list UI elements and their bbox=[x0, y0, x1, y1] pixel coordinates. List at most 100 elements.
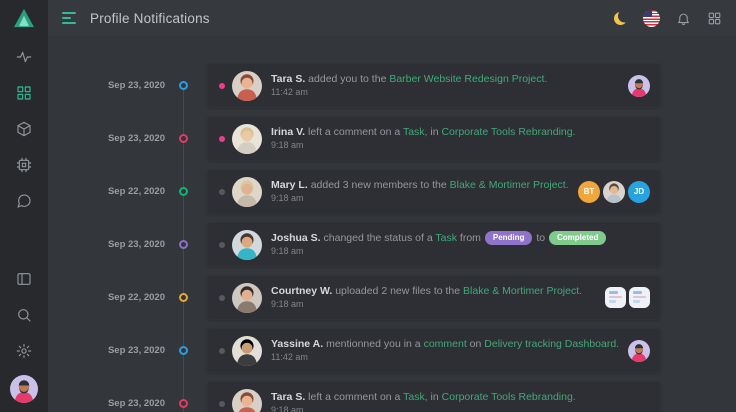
user-avatar[interactable] bbox=[232, 335, 262, 366]
unread-dot bbox=[219, 241, 225, 248]
message-link[interactable]: Task, bbox=[403, 390, 428, 403]
timeline-date: Sep 22, 2020 bbox=[107, 186, 165, 197]
user-name[interactable]: Yassine A. bbox=[271, 337, 324, 350]
message-text: in bbox=[427, 125, 442, 138]
file-thumbnail[interactable] bbox=[629, 287, 650, 308]
notification-card[interactable]: Courtney W. uploaded 2 new files to the … bbox=[207, 275, 661, 320]
user-avatar[interactable] bbox=[232, 70, 262, 101]
notifications-button[interactable] bbox=[676, 11, 691, 26]
timestamp: 11:42 am bbox=[271, 351, 308, 362]
header-actions bbox=[614, 9, 722, 27]
user-avatar[interactable] bbox=[232, 229, 262, 260]
message-link[interactable]: Corporate Tools Rebranding. bbox=[441, 390, 576, 403]
notification-row: Sep 23, 2020 Tara S. added you to the Ba… bbox=[48, 59, 736, 112]
sidebar-item-search[interactable] bbox=[6, 297, 42, 333]
apps-menu-button[interactable] bbox=[707, 11, 722, 26]
unread-dot bbox=[219, 400, 225, 407]
sidebar-item-system[interactable] bbox=[6, 147, 42, 183]
message-link[interactable]: Delivery tracking Dashboard. bbox=[484, 337, 620, 350]
timeline-date: Sep 23, 2020 bbox=[107, 398, 165, 409]
message-text: mentionned you in a bbox=[326, 337, 424, 350]
box-icon bbox=[17, 121, 31, 137]
sidebar-item-packages[interactable] bbox=[6, 111, 42, 147]
member-avatar-illustration[interactable] bbox=[628, 74, 650, 97]
message-link[interactable]: Blake & Mortimer Project. bbox=[463, 284, 583, 297]
notification-row: Sep 23, 2020 Yassine A. mentionned you i… bbox=[48, 324, 736, 377]
notification-message: Joshua S. changed the status of a Task f… bbox=[271, 231, 607, 246]
language-selector[interactable] bbox=[643, 9, 660, 27]
apps-grid-icon bbox=[708, 12, 721, 24]
top-header: Profile Notifications bbox=[48, 0, 736, 36]
notification-message: Irina V. left a comment on a Task, in Co… bbox=[271, 126, 576, 139]
user-name[interactable]: Tara S. bbox=[271, 390, 306, 403]
notification-message: Tara S. added you to the Barber Website … bbox=[271, 73, 547, 86]
timeline-marker bbox=[178, 399, 188, 408]
user-avatar[interactable] bbox=[232, 176, 262, 207]
user-name[interactable]: Tara S. bbox=[271, 72, 306, 85]
user-avatar[interactable] bbox=[232, 282, 262, 313]
notifications-main: Sep 23, 2020 Tara S. added you to the Ba… bbox=[48, 36, 736, 412]
notification-row: Sep 23, 2020 Tara S. left a comment on a… bbox=[48, 377, 736, 412]
unread-dot bbox=[219, 135, 225, 142]
member-avatar-initials[interactable]: BT bbox=[578, 180, 600, 203]
notification-row: Sep 22, 2020 Courtney W. uploaded 2 new … bbox=[48, 271, 736, 324]
notification-message: Tara S. left a comment on a Task, in Cor… bbox=[271, 391, 576, 404]
sidebar-item-settings[interactable] bbox=[6, 333, 42, 369]
notification-card[interactable]: Yassine A. mentionned you in a comment o… bbox=[207, 328, 661, 373]
user-name[interactable]: Mary L. bbox=[271, 178, 308, 191]
timestamp: 9:18 am bbox=[271, 192, 304, 203]
sidebar bbox=[0, 0, 48, 412]
message-link[interactable]: Corporate Tools Rebranding. bbox=[441, 125, 576, 138]
timeline-marker bbox=[178, 134, 188, 143]
sidebar-item-messages[interactable] bbox=[6, 183, 42, 219]
timeline-marker bbox=[178, 187, 188, 196]
timestamp: 9:18 am bbox=[271, 246, 304, 257]
timeline-marker bbox=[178, 293, 188, 302]
sidebar-item-layout[interactable] bbox=[6, 261, 42, 297]
notification-message: Yassine A. mentionned you in a comment o… bbox=[271, 338, 619, 351]
user-avatar[interactable] bbox=[232, 123, 262, 154]
page-title: Profile Notifications bbox=[90, 10, 210, 26]
message-link[interactable]: comment bbox=[423, 337, 467, 350]
user-name[interactable]: Courtney W. bbox=[271, 284, 333, 297]
layout-icon bbox=[17, 273, 31, 285]
message-link[interactable]: Blake & Mortimer Project. bbox=[449, 178, 569, 191]
timeline-date: Sep 23, 2020 bbox=[107, 345, 165, 356]
user-name[interactable]: Joshua S. bbox=[271, 232, 321, 245]
member-avatar-initials[interactable]: JD bbox=[628, 180, 650, 203]
user-name[interactable]: Irina V. bbox=[271, 125, 306, 138]
bell-icon bbox=[678, 13, 689, 25]
timeline-marker bbox=[178, 81, 188, 90]
message-link[interactable]: Task bbox=[435, 232, 458, 245]
user-profile-avatar[interactable] bbox=[10, 375, 38, 403]
us-flag-icon bbox=[643, 9, 660, 27]
message-link[interactable]: Barber Website Redesign Project. bbox=[389, 72, 548, 85]
file-thumbnail[interactable] bbox=[605, 287, 626, 308]
member-avatar-photo[interactable] bbox=[603, 180, 625, 203]
notification-card[interactable]: Tara S. added you to the Barber Website … bbox=[207, 63, 661, 108]
member-avatar-illustration[interactable] bbox=[628, 339, 650, 362]
timestamp: 11:42 am bbox=[271, 86, 308, 97]
notification-card[interactable]: Irina V. left a comment on a Task, in Co… bbox=[207, 116, 661, 161]
unread-dot bbox=[219, 347, 225, 354]
message-link[interactable]: Task, bbox=[402, 125, 428, 138]
app-logo[interactable] bbox=[0, 0, 48, 36]
dark-mode-toggle[interactable] bbox=[614, 12, 627, 25]
menu-toggle-icon[interactable] bbox=[62, 12, 78, 24]
sidebar-item-dashboard[interactable] bbox=[6, 75, 42, 111]
notification-card[interactable]: Joshua S. changed the status of a Task f… bbox=[207, 222, 661, 267]
notification-card[interactable]: Mary L. added 3 new members to the Blake… bbox=[207, 169, 661, 214]
activity-icon bbox=[16, 51, 32, 63]
timestamp: 9:18 am bbox=[271, 298, 304, 309]
card-right bbox=[605, 287, 650, 308]
card-right bbox=[628, 74, 650, 97]
timeline-line bbox=[182, 87, 184, 412]
user-avatar[interactable] bbox=[232, 388, 262, 412]
message-text: in bbox=[427, 390, 442, 403]
notification-row: Sep 23, 2020 Irina V. left a comment on … bbox=[48, 112, 736, 165]
cpu-icon bbox=[16, 157, 32, 173]
sidebar-item-activity[interactable] bbox=[6, 39, 42, 75]
message-text: left a comment on a bbox=[307, 125, 403, 138]
notification-card[interactable]: Tara S. left a comment on a Task, in Cor… bbox=[207, 381, 661, 412]
message-text: from bbox=[457, 232, 484, 245]
